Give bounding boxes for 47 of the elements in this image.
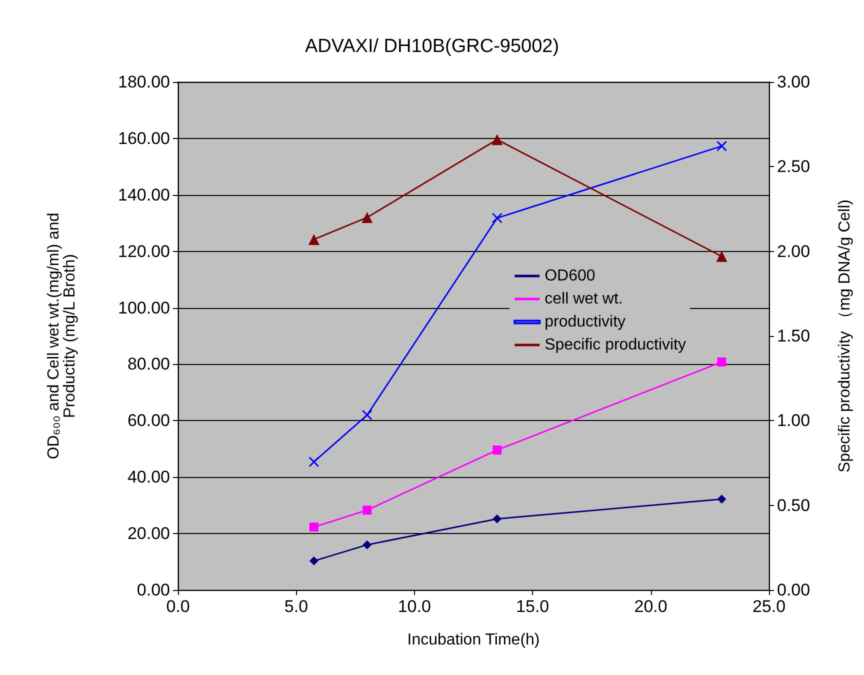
x-tick-label: 25.0 [752, 597, 786, 616]
point [492, 446, 502, 455]
y2-tick-label: 1.50 [777, 326, 810, 346]
x-tick-label: 20.0 [634, 597, 668, 616]
point [716, 140, 727, 152]
x-axis-title: Incubation Time(h) [407, 632, 540, 648]
y2-tick-label: 1.00 [777, 411, 810, 430]
point [362, 410, 372, 420]
point [308, 456, 320, 468]
point [716, 250, 728, 262]
y-tick-label: 20.00 [127, 524, 170, 544]
point [717, 494, 726, 504]
legend-label: OD600 [544, 268, 596, 284]
y-tick-label: 180.00 [118, 72, 170, 92]
y2-tick-label: 0.00 [777, 580, 810, 600]
y-tick-label: 140.00 [118, 185, 170, 204]
legend-label: cell wet wt. [544, 290, 623, 308]
y-tick-label: 0.00 [136, 580, 170, 600]
chart-title: ADVAXI/ DH10B(GRC-95002) [304, 36, 560, 57]
point [362, 212, 373, 223]
y2-tick-label: 0.50 [777, 496, 810, 515]
point [362, 540, 372, 550]
point [717, 357, 726, 366]
y2-tick-label: 2.50 [777, 157, 810, 176]
point [309, 522, 318, 532]
y-tick-label: 80.00 [127, 354, 170, 374]
point [308, 234, 320, 245]
y-tick-label: 160.00 [118, 128, 170, 148]
point [492, 514, 502, 524]
y-tick-label: 60.00 [127, 411, 170, 430]
y2-tick-label: 3.00 [777, 72, 810, 92]
legend-label: productivity [544, 314, 626, 330]
y-tick-label: 40.00 [127, 468, 170, 487]
y2-axis-title: Specific productivity （mg DNA/g Cell) [836, 200, 854, 472]
point [362, 506, 372, 515]
y-tick-label: 120.00 [118, 242, 170, 261]
y-tick-label: 100.00 [118, 298, 170, 318]
legend-label: Specific productivity [544, 336, 686, 354]
point [492, 212, 502, 224]
y2-tick-label: 2.00 [777, 242, 810, 261]
y-axis-title: OD₆₀₀ and Cell wet wt.(mg/ml) and Productity (mg/L Broth) [46, 212, 78, 460]
x-tick-label: 15.0 [516, 597, 550, 616]
x-tick-label: 10.0 [398, 597, 431, 616]
x-tick-label: 5.0 [284, 597, 308, 616]
point [309, 556, 318, 566]
x-tick-label: 0.0 [166, 597, 190, 616]
point [492, 134, 503, 146]
